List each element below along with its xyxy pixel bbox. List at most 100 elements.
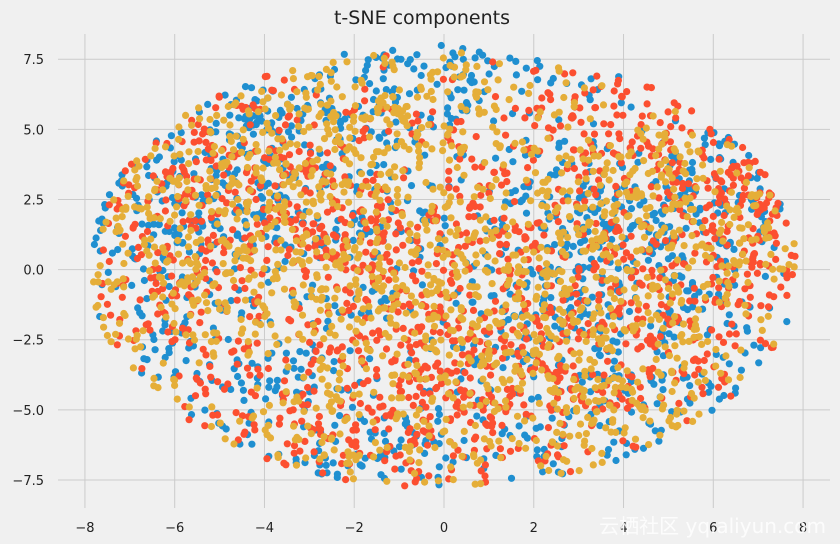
scatter-point xyxy=(464,236,472,244)
scatter-point xyxy=(646,373,654,381)
scatter-point xyxy=(572,290,581,298)
scatter-point xyxy=(319,177,327,185)
scatter-point xyxy=(201,406,209,414)
scatter-point xyxy=(397,138,405,146)
scatter-point xyxy=(637,394,645,403)
scatter-point xyxy=(392,275,400,283)
scatter-point xyxy=(518,343,526,351)
scatter-point xyxy=(404,428,412,437)
scatter-point xyxy=(257,321,265,329)
scatter-point xyxy=(251,330,259,338)
scatter-point xyxy=(383,222,391,230)
scatter-point xyxy=(104,278,112,286)
scatter-point xyxy=(316,80,324,88)
scatter-point xyxy=(331,302,339,310)
scatter-point xyxy=(499,354,507,362)
scatter-point xyxy=(433,313,442,321)
scatter-point xyxy=(707,155,715,163)
scatter-point xyxy=(334,203,342,211)
scatter-point xyxy=(341,416,349,425)
scatter-point xyxy=(269,275,277,283)
scatter-point xyxy=(319,469,327,477)
scatter-point xyxy=(252,169,260,177)
scatter-point xyxy=(202,156,210,164)
scatter-point xyxy=(482,236,490,244)
scatter-point xyxy=(490,168,498,176)
scatter-point xyxy=(638,405,646,413)
scatter-point xyxy=(714,383,723,391)
scatter-point xyxy=(201,291,209,299)
scatter-point xyxy=(490,102,498,110)
scatter-point xyxy=(121,167,129,175)
scatter-point xyxy=(445,156,454,164)
scatter-point xyxy=(327,97,335,105)
scatter-point xyxy=(587,365,595,373)
scatter-point xyxy=(292,216,300,224)
scatter-point xyxy=(302,268,310,276)
scatter-point xyxy=(510,198,519,206)
scatter-point xyxy=(481,461,489,469)
scatter-point xyxy=(277,236,285,244)
scatter-point xyxy=(595,296,603,304)
scatter-point xyxy=(108,249,116,257)
scatter-point xyxy=(353,295,362,303)
scatter-point xyxy=(206,167,214,175)
scatter-point xyxy=(157,303,165,311)
scatter-point xyxy=(724,279,732,287)
scatter-point xyxy=(246,186,254,194)
scatter-point xyxy=(669,200,677,208)
scatter-point xyxy=(253,339,261,347)
scatter-point xyxy=(429,338,438,346)
scatter-point xyxy=(264,206,272,214)
scatter-point xyxy=(250,271,259,279)
scatter-point xyxy=(606,142,615,150)
scatter-point xyxy=(312,347,320,355)
scatter-point xyxy=(760,204,768,212)
scatter-point xyxy=(107,311,115,319)
scatter-point xyxy=(342,156,350,164)
scatter-point xyxy=(338,181,346,189)
scatter-point xyxy=(124,249,132,257)
scatter-point xyxy=(445,351,453,359)
scatter-point xyxy=(525,89,533,97)
scatter-point xyxy=(226,111,234,119)
scatter-point xyxy=(239,126,247,134)
scatter-point xyxy=(543,203,551,211)
scatter-point xyxy=(366,133,374,141)
scatter-point xyxy=(376,393,384,401)
scatter-point xyxy=(717,177,725,185)
scatter-point xyxy=(182,197,190,205)
scatter-point xyxy=(379,217,387,225)
scatter-point xyxy=(323,169,331,177)
scatter-point xyxy=(592,273,600,281)
scatter-point xyxy=(534,189,542,197)
scatter-point xyxy=(634,158,642,166)
scatter-point xyxy=(144,221,153,229)
scatter-point xyxy=(454,446,462,454)
scatter-point xyxy=(103,300,111,308)
scatter-point xyxy=(281,218,289,226)
scatter-point xyxy=(358,357,366,365)
scatter-point xyxy=(343,58,351,66)
scatter-point xyxy=(604,357,612,365)
scatter-point xyxy=(249,101,257,109)
scatter-point xyxy=(668,159,676,167)
scatter-point xyxy=(569,316,577,324)
scatter-point xyxy=(120,259,128,268)
scatter-point xyxy=(671,313,679,321)
scatter-point xyxy=(92,303,100,311)
scatter-point xyxy=(304,383,312,392)
scatter-point xyxy=(428,145,436,153)
scatter-point xyxy=(674,256,682,264)
scatter-point xyxy=(661,276,670,284)
scatter-point xyxy=(306,149,315,157)
scatter-point xyxy=(709,212,717,220)
scatter-point xyxy=(94,278,102,286)
scatter-point xyxy=(436,183,444,191)
scatter-point xyxy=(526,81,534,90)
scatter-point xyxy=(262,395,270,403)
scatter-point xyxy=(610,202,618,210)
scatter-point xyxy=(596,352,604,360)
scatter-point xyxy=(182,357,190,365)
